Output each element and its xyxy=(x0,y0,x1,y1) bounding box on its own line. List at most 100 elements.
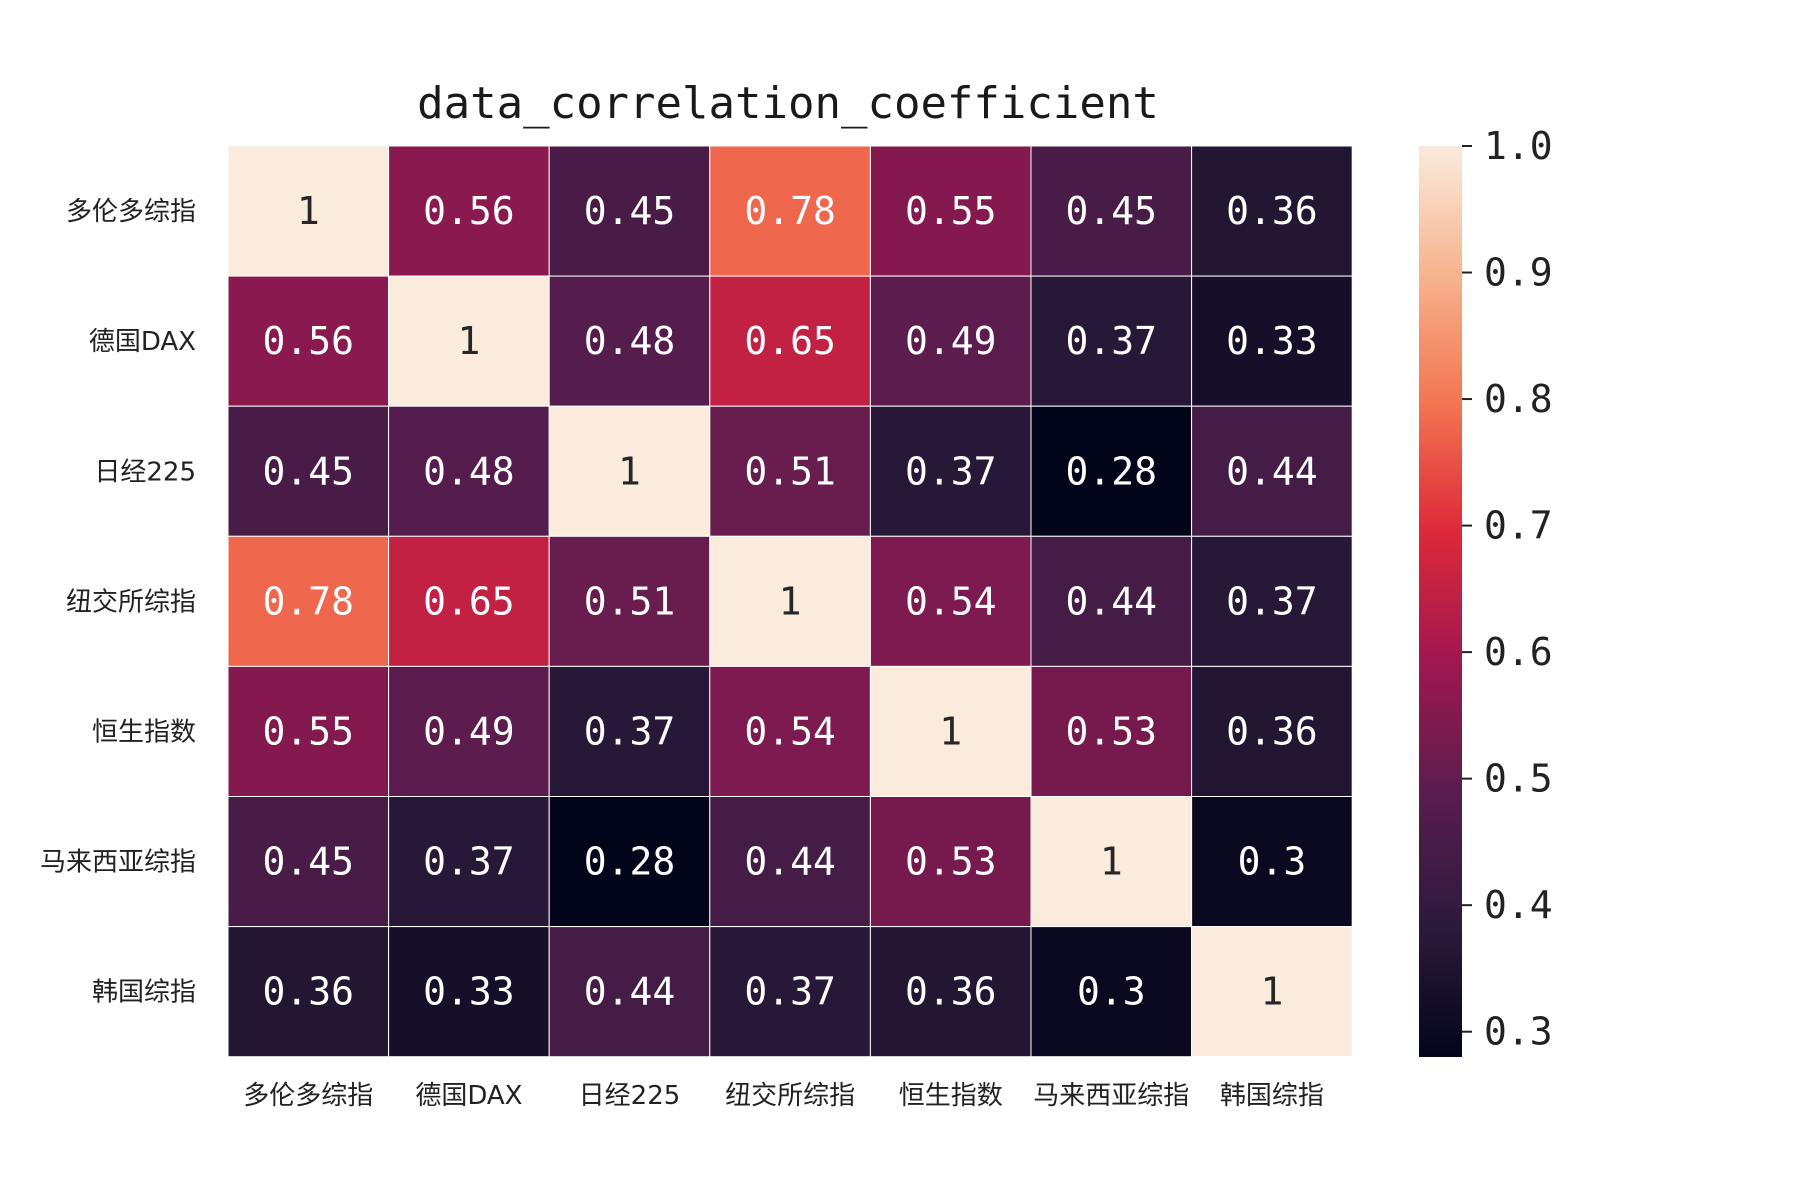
cell-annotation: 0.56 xyxy=(263,319,355,363)
cell-annotation: 0.45 xyxy=(263,840,355,884)
cell-annotation: 0.45 xyxy=(263,449,355,493)
cell-annotation: 0.56 xyxy=(423,189,515,233)
cell-annotation: 1 xyxy=(1260,970,1283,1014)
heatmap-cell xyxy=(548,926,711,1058)
heatmap-cell xyxy=(869,796,1032,928)
cell-annotation: 0.37 xyxy=(423,840,515,884)
cell-annotation: 0.49 xyxy=(423,709,515,753)
cell-annotation: 1 xyxy=(297,189,320,233)
heatmap-cell xyxy=(709,145,871,277)
cell-annotation: 0.78 xyxy=(263,579,355,623)
heatmap-cell xyxy=(388,926,550,1058)
heatmap-cell xyxy=(1191,535,1353,667)
heatmap-cell xyxy=(227,275,390,407)
heatmap-cell xyxy=(869,145,1032,277)
heatmap-cells xyxy=(227,145,1353,1058)
heatmap-cell xyxy=(1191,796,1353,928)
cell-annotation: 0.28 xyxy=(1066,449,1158,493)
y-tick-label: 德国DAX xyxy=(89,327,196,357)
cell-annotation: 0.78 xyxy=(744,189,836,233)
heatmap-cell xyxy=(227,796,390,928)
cell-annotation: 0.45 xyxy=(1066,189,1158,233)
heatmap-cell xyxy=(548,275,711,407)
heatmap-cell xyxy=(548,145,711,277)
colorbar-tick-label: 0.3 xyxy=(1484,1010,1553,1054)
heatmap-cell xyxy=(548,405,711,537)
heatmap-cell xyxy=(869,405,1032,537)
cell-annotation: 0.36 xyxy=(1226,709,1318,753)
cell-annotation: 0.53 xyxy=(1066,709,1158,753)
x-tick-label: 日经225 xyxy=(579,1081,681,1111)
cell-annotation: 0.3 xyxy=(1077,970,1146,1014)
heatmap-cell xyxy=(1030,275,1193,407)
heatmap-cell xyxy=(1191,926,1353,1058)
y-tick-label: 多伦多综指 xyxy=(66,197,196,227)
x-tick-label: 韩国综指 xyxy=(1220,1081,1324,1111)
heatmap-cell xyxy=(709,926,871,1058)
cell-annotation: 1 xyxy=(939,709,962,753)
heatmap-cell xyxy=(1030,535,1193,667)
x-tick-label: 马来西亚综指 xyxy=(1033,1081,1189,1111)
chart-title: data_correlation_coefficient xyxy=(417,78,1159,129)
colorbar-ticks: 1.0 0.9 0.8 0.7 0.6 0.5 0.4 0.3 xyxy=(1462,124,1553,1054)
cell-annotation: 1 xyxy=(779,579,802,623)
cell-annotation: 0.3 xyxy=(1238,840,1307,884)
cell-annotation: 0.36 xyxy=(1226,189,1318,233)
cell-annotation: 0.48 xyxy=(423,449,515,493)
heatmap-cell xyxy=(227,405,390,537)
y-tick-label: 韩国综指 xyxy=(92,978,196,1008)
heatmap-cell xyxy=(1191,275,1353,407)
heatmap-cell xyxy=(548,796,711,928)
cell-annotation: 0.44 xyxy=(584,970,676,1014)
colorbar-tick-label: 0.4 xyxy=(1484,883,1553,927)
cell-annotation: 0.65 xyxy=(423,579,515,623)
cell-annotation: 0.54 xyxy=(744,709,836,753)
heatmap-cell xyxy=(1191,145,1353,277)
cell-annotation: 0.49 xyxy=(905,319,997,363)
x-tick-label: 德国DAX xyxy=(415,1081,522,1111)
cell-annotation: 0.33 xyxy=(423,970,515,1014)
cell-annotation: 0.37 xyxy=(905,449,997,493)
cell-annotation: 0.36 xyxy=(263,970,355,1014)
colorbar-tick-label: 0.6 xyxy=(1484,630,1553,674)
heatmap-cell xyxy=(227,145,390,277)
x-tick-label: 纽交所综指 xyxy=(725,1081,855,1111)
heatmap-cell xyxy=(709,535,871,667)
cell-annotation: 0.44 xyxy=(744,840,836,884)
heatmap-cell xyxy=(388,535,550,667)
y-tick-label: 恒生指数 xyxy=(92,717,196,747)
cell-annotation: 0.44 xyxy=(1066,579,1158,623)
cell-annotation: 0.37 xyxy=(584,709,676,753)
x-tick-label: 恒生指数 xyxy=(899,1081,1003,1111)
cell-annotation: 0.36 xyxy=(905,970,997,1014)
cell-annotation: 0.37 xyxy=(1226,579,1318,623)
heatmap-cell xyxy=(227,535,390,667)
cell-annotation: 0.37 xyxy=(1066,319,1158,363)
heatmap-cell xyxy=(1191,405,1353,537)
heatmap-cell xyxy=(227,926,390,1058)
colorbar-tick-label: 0.5 xyxy=(1484,757,1553,801)
heatmap-cell xyxy=(227,665,390,798)
heatmap-cell xyxy=(548,665,711,798)
colorbar-tick-label: 0.8 xyxy=(1484,377,1553,421)
cell-annotation: 0.51 xyxy=(584,579,676,623)
x-tick-labels: 多伦多综指 德国DAX 日经225 纽交所综指 恒生指数 马来西亚综指 韩国综指 xyxy=(243,1081,1324,1111)
y-tick-label: 马来西亚综指 xyxy=(40,848,196,878)
cell-annotation: 1 xyxy=(457,319,480,363)
heatmap-cell xyxy=(388,145,550,277)
cell-annotation: 0.37 xyxy=(744,970,836,1014)
cell-annotation: 0.54 xyxy=(905,579,997,623)
cell-annotation: 0.51 xyxy=(744,449,836,493)
cell-annotation: 0.33 xyxy=(1226,319,1318,363)
cell-annotation: 0.65 xyxy=(744,319,836,363)
heatmap-cell xyxy=(388,405,550,537)
cell-annotation: 1 xyxy=(1100,840,1123,884)
heatmap-cell xyxy=(1191,665,1353,798)
cell-annotation: 0.44 xyxy=(1226,449,1318,493)
y-tick-label: 纽交所综指 xyxy=(66,587,196,617)
heatmap-cell xyxy=(709,796,871,928)
cell-annotation: 1 xyxy=(618,449,641,493)
heatmap-cell xyxy=(1030,665,1193,798)
